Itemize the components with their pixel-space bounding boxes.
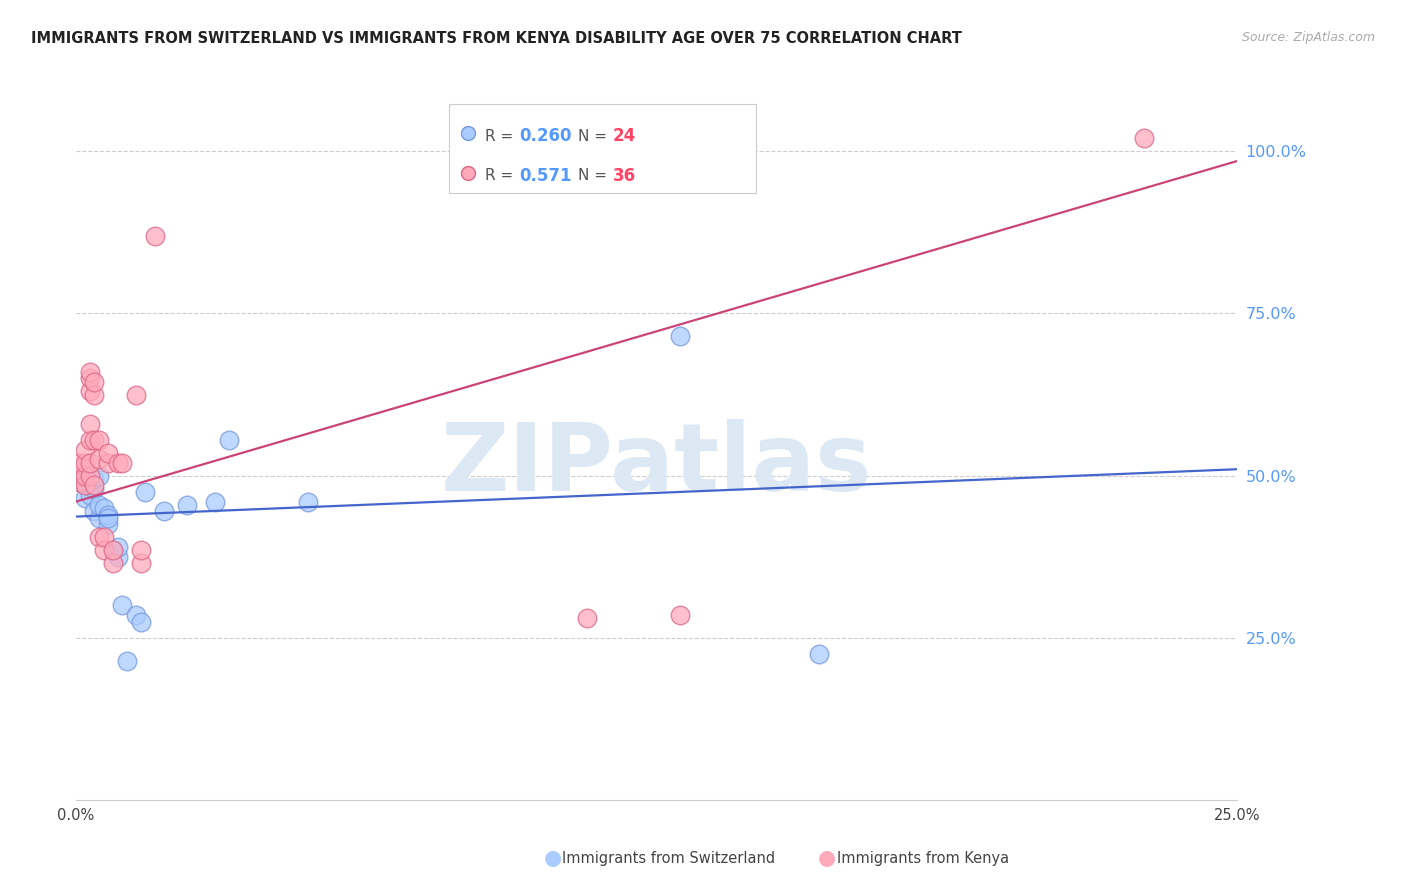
Point	[204, 494, 226, 508]
Point	[79, 384, 101, 399]
Point	[75, 478, 97, 492]
Text: ZIPatlas: ZIPatlas	[441, 418, 872, 510]
Point	[75, 468, 97, 483]
Point	[79, 488, 101, 502]
Point	[129, 615, 152, 629]
Point	[668, 329, 690, 343]
Point	[79, 433, 101, 447]
Text: ●: ●	[818, 848, 835, 868]
Point	[97, 511, 120, 525]
Text: Immigrants from Switzerland: Immigrants from Switzerland	[562, 851, 776, 865]
Point	[87, 498, 110, 512]
Point	[97, 517, 120, 532]
Point	[83, 482, 105, 496]
Text: Source: ZipAtlas.com: Source: ZipAtlas.com	[1241, 31, 1375, 45]
Text: N =: N =	[578, 168, 606, 183]
Point	[111, 456, 134, 470]
Text: 0.571: 0.571	[519, 167, 572, 185]
Point	[79, 365, 101, 379]
Point	[83, 387, 105, 401]
Point	[83, 375, 105, 389]
Point	[69, 468, 91, 483]
Point	[69, 462, 91, 476]
Point	[87, 511, 110, 525]
Point	[176, 498, 198, 512]
Point	[79, 456, 101, 470]
Text: 36: 36	[613, 167, 636, 185]
Point	[75, 456, 97, 470]
Point	[75, 442, 97, 457]
Point	[79, 478, 101, 492]
Point	[129, 543, 152, 558]
Point	[808, 647, 831, 661]
Point	[101, 543, 124, 558]
Point	[69, 456, 91, 470]
Point	[83, 472, 105, 486]
Point	[75, 491, 97, 506]
Point	[69, 475, 91, 490]
Point	[297, 494, 319, 508]
Point	[101, 557, 124, 571]
Point	[107, 540, 129, 554]
Point	[93, 543, 115, 558]
Point	[83, 433, 105, 447]
Point	[93, 501, 115, 516]
Point	[111, 599, 134, 613]
Point	[1133, 131, 1156, 145]
Point	[79, 417, 101, 431]
Point	[218, 433, 240, 447]
Text: N =: N =	[578, 128, 606, 144]
Point	[87, 433, 110, 447]
Point	[575, 611, 598, 625]
Point	[69, 475, 91, 490]
Point	[107, 549, 129, 564]
Point	[93, 530, 115, 544]
Point	[79, 468, 101, 483]
Point	[115, 654, 138, 668]
Point	[143, 228, 166, 243]
Text: ●: ●	[544, 848, 561, 868]
Point	[125, 608, 148, 623]
Point	[83, 478, 105, 492]
Point	[101, 543, 124, 558]
Point	[668, 608, 690, 623]
Text: 0.260: 0.260	[519, 128, 572, 145]
Point	[87, 452, 110, 467]
Point	[83, 504, 105, 518]
Point	[125, 387, 148, 401]
Point	[97, 446, 120, 460]
Point	[79, 371, 101, 385]
Text: R =: R =	[485, 128, 513, 144]
Text: Immigrants from Kenya: Immigrants from Kenya	[837, 851, 1008, 865]
Text: 24: 24	[613, 128, 636, 145]
Text: IMMIGRANTS FROM SWITZERLAND VS IMMIGRANTS FROM KENYA DISABILITY AGE OVER 75 CORR: IMMIGRANTS FROM SWITZERLAND VS IMMIGRANT…	[31, 31, 962, 46]
Point	[134, 484, 156, 499]
Point	[129, 557, 152, 571]
Point	[97, 508, 120, 522]
Point	[153, 504, 176, 518]
Point	[87, 468, 110, 483]
Point	[97, 456, 120, 470]
Point	[107, 456, 129, 470]
FancyBboxPatch shape	[449, 104, 756, 194]
Point	[87, 530, 110, 544]
Text: R =: R =	[485, 168, 513, 183]
